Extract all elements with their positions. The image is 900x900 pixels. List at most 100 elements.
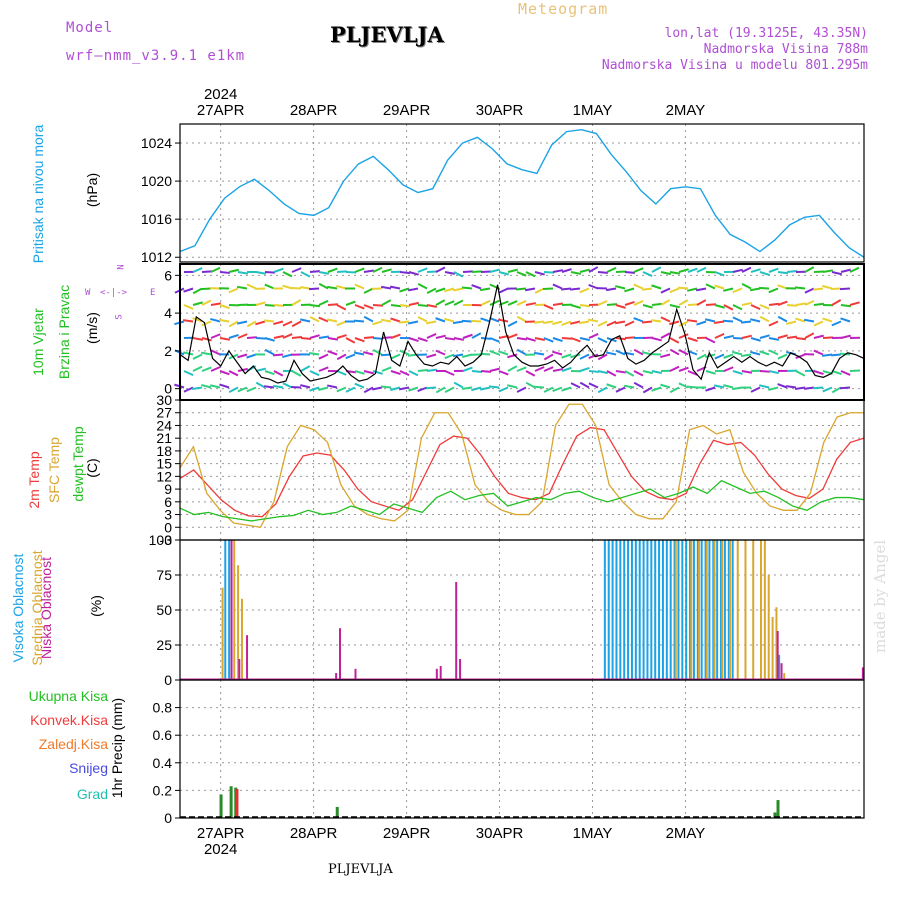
wind-arrow: [219, 304, 230, 310]
wind-arrow: [291, 335, 303, 339]
precip-conv-bar: [235, 789, 239, 818]
wind-arrow: [471, 332, 482, 339]
wind-arrow: [588, 333, 599, 339]
wind-arrow: [687, 267, 698, 273]
wind-arrow: [336, 284, 347, 290]
wind-arrow: [840, 268, 851, 273]
wind-arrow: [723, 287, 734, 292]
wind-arrow: [237, 271, 249, 275]
wind-arrow: [408, 271, 419, 276]
wind-arrow: [768, 302, 780, 306]
wind-arrow: [389, 285, 401, 290]
wind-arrow: [282, 382, 293, 389]
wind-arrow: [381, 268, 392, 273]
wind-arrow: [660, 383, 671, 389]
wind-arrow: [741, 282, 752, 290]
wind-arrow: [263, 319, 275, 323]
wind-arrow: [372, 266, 383, 273]
wind-arrow: [345, 300, 356, 306]
wind-arrow: [723, 304, 734, 311]
wind-arrow: [381, 299, 392, 306]
wind-arrow: [282, 320, 293, 327]
wind-arrow: [309, 370, 320, 377]
wind-arrow: [615, 370, 627, 374]
wind-arrow: [480, 386, 491, 391]
wind-arrow: [218, 318, 230, 323]
wind-arrow: [795, 337, 807, 341]
wind-arrow: [363, 351, 374, 356]
wind-arrow: [777, 353, 788, 360]
wind-arrow: [606, 266, 617, 273]
wind-arrow: [561, 320, 572, 327]
wind-arrow: [660, 299, 671, 306]
wind-arrow: [587, 318, 599, 323]
wind-arrow: [354, 382, 365, 389]
wind-arrow: [795, 302, 807, 306]
wind-arrow: [300, 365, 311, 372]
wind-arrow: [380, 385, 392, 389]
wind-arrow: [624, 370, 635, 377]
wind-arrow: [813, 370, 824, 375]
wind-arrow: [183, 351, 194, 356]
wind-arrow: [525, 381, 536, 389]
wind-arrow: [552, 302, 564, 306]
panel-frame: [179, 399, 865, 541]
y-tick-label: 2: [164, 343, 172, 359]
wind-arrow: [570, 320, 581, 325]
wind-arrow: [750, 337, 761, 342]
wind-arrow: [228, 386, 239, 394]
wind-arrow: [318, 366, 329, 372]
wind-arrow: [372, 349, 383, 356]
wind-arrow: [336, 353, 347, 361]
wind-arrow: [363, 269, 375, 273]
wind-arrow: [318, 299, 329, 306]
wind-arrow: [579, 337, 590, 342]
wind-arrow: [444, 337, 456, 341]
x-tick-label-top: 27APR: [197, 102, 245, 119]
wind-arrow: [732, 350, 743, 356]
wind-arrow: [461, 386, 473, 390]
wind-arrow: [732, 370, 743, 375]
wind-arrow: [633, 300, 644, 306]
wind-arrow: [417, 368, 429, 372]
wind-arrow: [777, 300, 788, 306]
wind-arrow: [489, 268, 500, 273]
wind-arrow: [263, 385, 275, 389]
wind-arrow: [398, 386, 410, 391]
wind-arrow: [543, 386, 554, 393]
wind-arrow: [192, 301, 203, 306]
y-tick-label: 0: [164, 519, 172, 535]
wind-arrow: [660, 287, 671, 294]
wind-arrow: [354, 351, 365, 356]
wind-arrow: [336, 334, 347, 339]
wind-arrow: [399, 304, 411, 308]
wind-arrow: [597, 271, 609, 274]
wind-arrow: [641, 287, 653, 291]
wind-arrow: [246, 353, 257, 359]
wind-arrow: [308, 287, 320, 291]
wind-arrow: [578, 320, 590, 325]
wind-arrow: [624, 300, 635, 306]
wind-arrow: [462, 270, 474, 273]
wind-arrow: [579, 304, 591, 308]
wind-arrow: [561, 268, 572, 273]
wind-arrow: [741, 301, 752, 306]
wind-arrow: [714, 353, 725, 360]
wind-arrow: [777, 284, 788, 290]
wind-arrow: [272, 384, 284, 389]
wind-arrow: [813, 302, 825, 306]
wind-arrow: [561, 353, 572, 359]
wind-arrow: [696, 266, 707, 273]
wind-arrow: [515, 287, 527, 291]
wind-arrow: [236, 285, 248, 290]
wind-arrow: [794, 286, 806, 290]
wind-arrow: [516, 337, 528, 341]
precip-total-bar: [776, 800, 780, 818]
wind-arrow: [363, 304, 374, 310]
y-tick-label: 1024: [141, 135, 172, 151]
wind-arrow: [435, 266, 446, 273]
wind-arrow: [237, 333, 248, 339]
wind-arrow: [471, 270, 483, 273]
wind-arrow: [759, 334, 770, 339]
wind-arrow: [273, 267, 284, 273]
